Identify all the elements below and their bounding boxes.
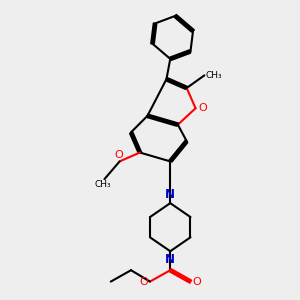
Text: CH₃: CH₃ bbox=[206, 71, 222, 80]
Text: O: O bbox=[114, 150, 123, 160]
Text: N: N bbox=[165, 253, 175, 266]
Text: CH₃: CH₃ bbox=[95, 180, 112, 189]
Text: O: O bbox=[199, 103, 207, 113]
Text: N: N bbox=[165, 188, 175, 201]
Text: O: O bbox=[139, 277, 148, 286]
Text: O: O bbox=[193, 277, 201, 286]
